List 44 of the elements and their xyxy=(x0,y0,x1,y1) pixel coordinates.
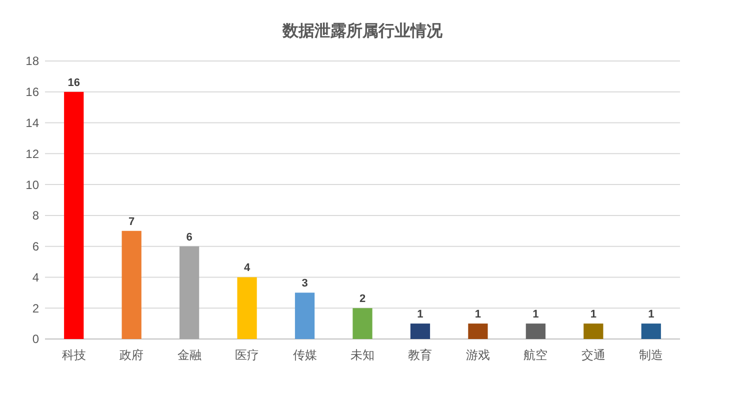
data-label: 7 xyxy=(128,216,135,228)
bar xyxy=(180,246,200,339)
bar xyxy=(584,324,604,339)
x-tick-label: 政府 xyxy=(120,348,144,362)
chart-title: 数据泄露所属行业情况 xyxy=(282,22,444,40)
bar xyxy=(237,277,257,339)
data-label: 1 xyxy=(648,308,654,321)
bar xyxy=(641,324,661,339)
x-tick-label: 金融 xyxy=(177,348,202,362)
data-label: 1 xyxy=(474,308,482,321)
y-tick-label: 8 xyxy=(32,208,40,223)
data-label: 16 xyxy=(68,76,80,89)
bar xyxy=(352,308,372,339)
data-label: 1 xyxy=(590,308,596,321)
x-tick-label: 交通 xyxy=(581,348,606,362)
x-tick-label: 航空 xyxy=(524,348,548,362)
x-tick-label: 科技 xyxy=(62,348,86,362)
y-tick-label: 6 xyxy=(32,240,40,254)
bar xyxy=(122,230,142,339)
bar xyxy=(64,92,84,339)
data-label: 1 xyxy=(532,308,539,321)
x-tick-label: 医疗 xyxy=(235,348,260,362)
bar xyxy=(468,324,488,339)
y-tick-label: 12 xyxy=(26,146,40,161)
y-tick-label: 10 xyxy=(26,178,40,192)
data-label: 3 xyxy=(302,278,308,290)
bar xyxy=(294,292,315,339)
y-tick-label: 2 xyxy=(32,301,40,316)
y-tick-label: 18 xyxy=(26,54,40,68)
data-label: 2 xyxy=(359,293,366,306)
y-tick-label: 16 xyxy=(26,85,40,100)
x-tick-label: 未知 xyxy=(350,348,374,362)
y-tick-label: 4 xyxy=(32,270,40,284)
data-label: 6 xyxy=(186,231,192,244)
x-tick-label: 制造 xyxy=(639,348,664,362)
bar xyxy=(526,324,546,339)
y-tick-label: 14 xyxy=(26,116,40,130)
x-tick-label: 传媒 xyxy=(292,348,317,362)
x-tick-label: 教育 xyxy=(408,348,432,362)
bar xyxy=(410,324,430,339)
y-tick-label: 0 xyxy=(32,332,40,346)
x-tick-label: 游戏 xyxy=(466,348,490,362)
data-label: 4 xyxy=(244,262,251,274)
data-label: 1 xyxy=(417,308,424,321)
